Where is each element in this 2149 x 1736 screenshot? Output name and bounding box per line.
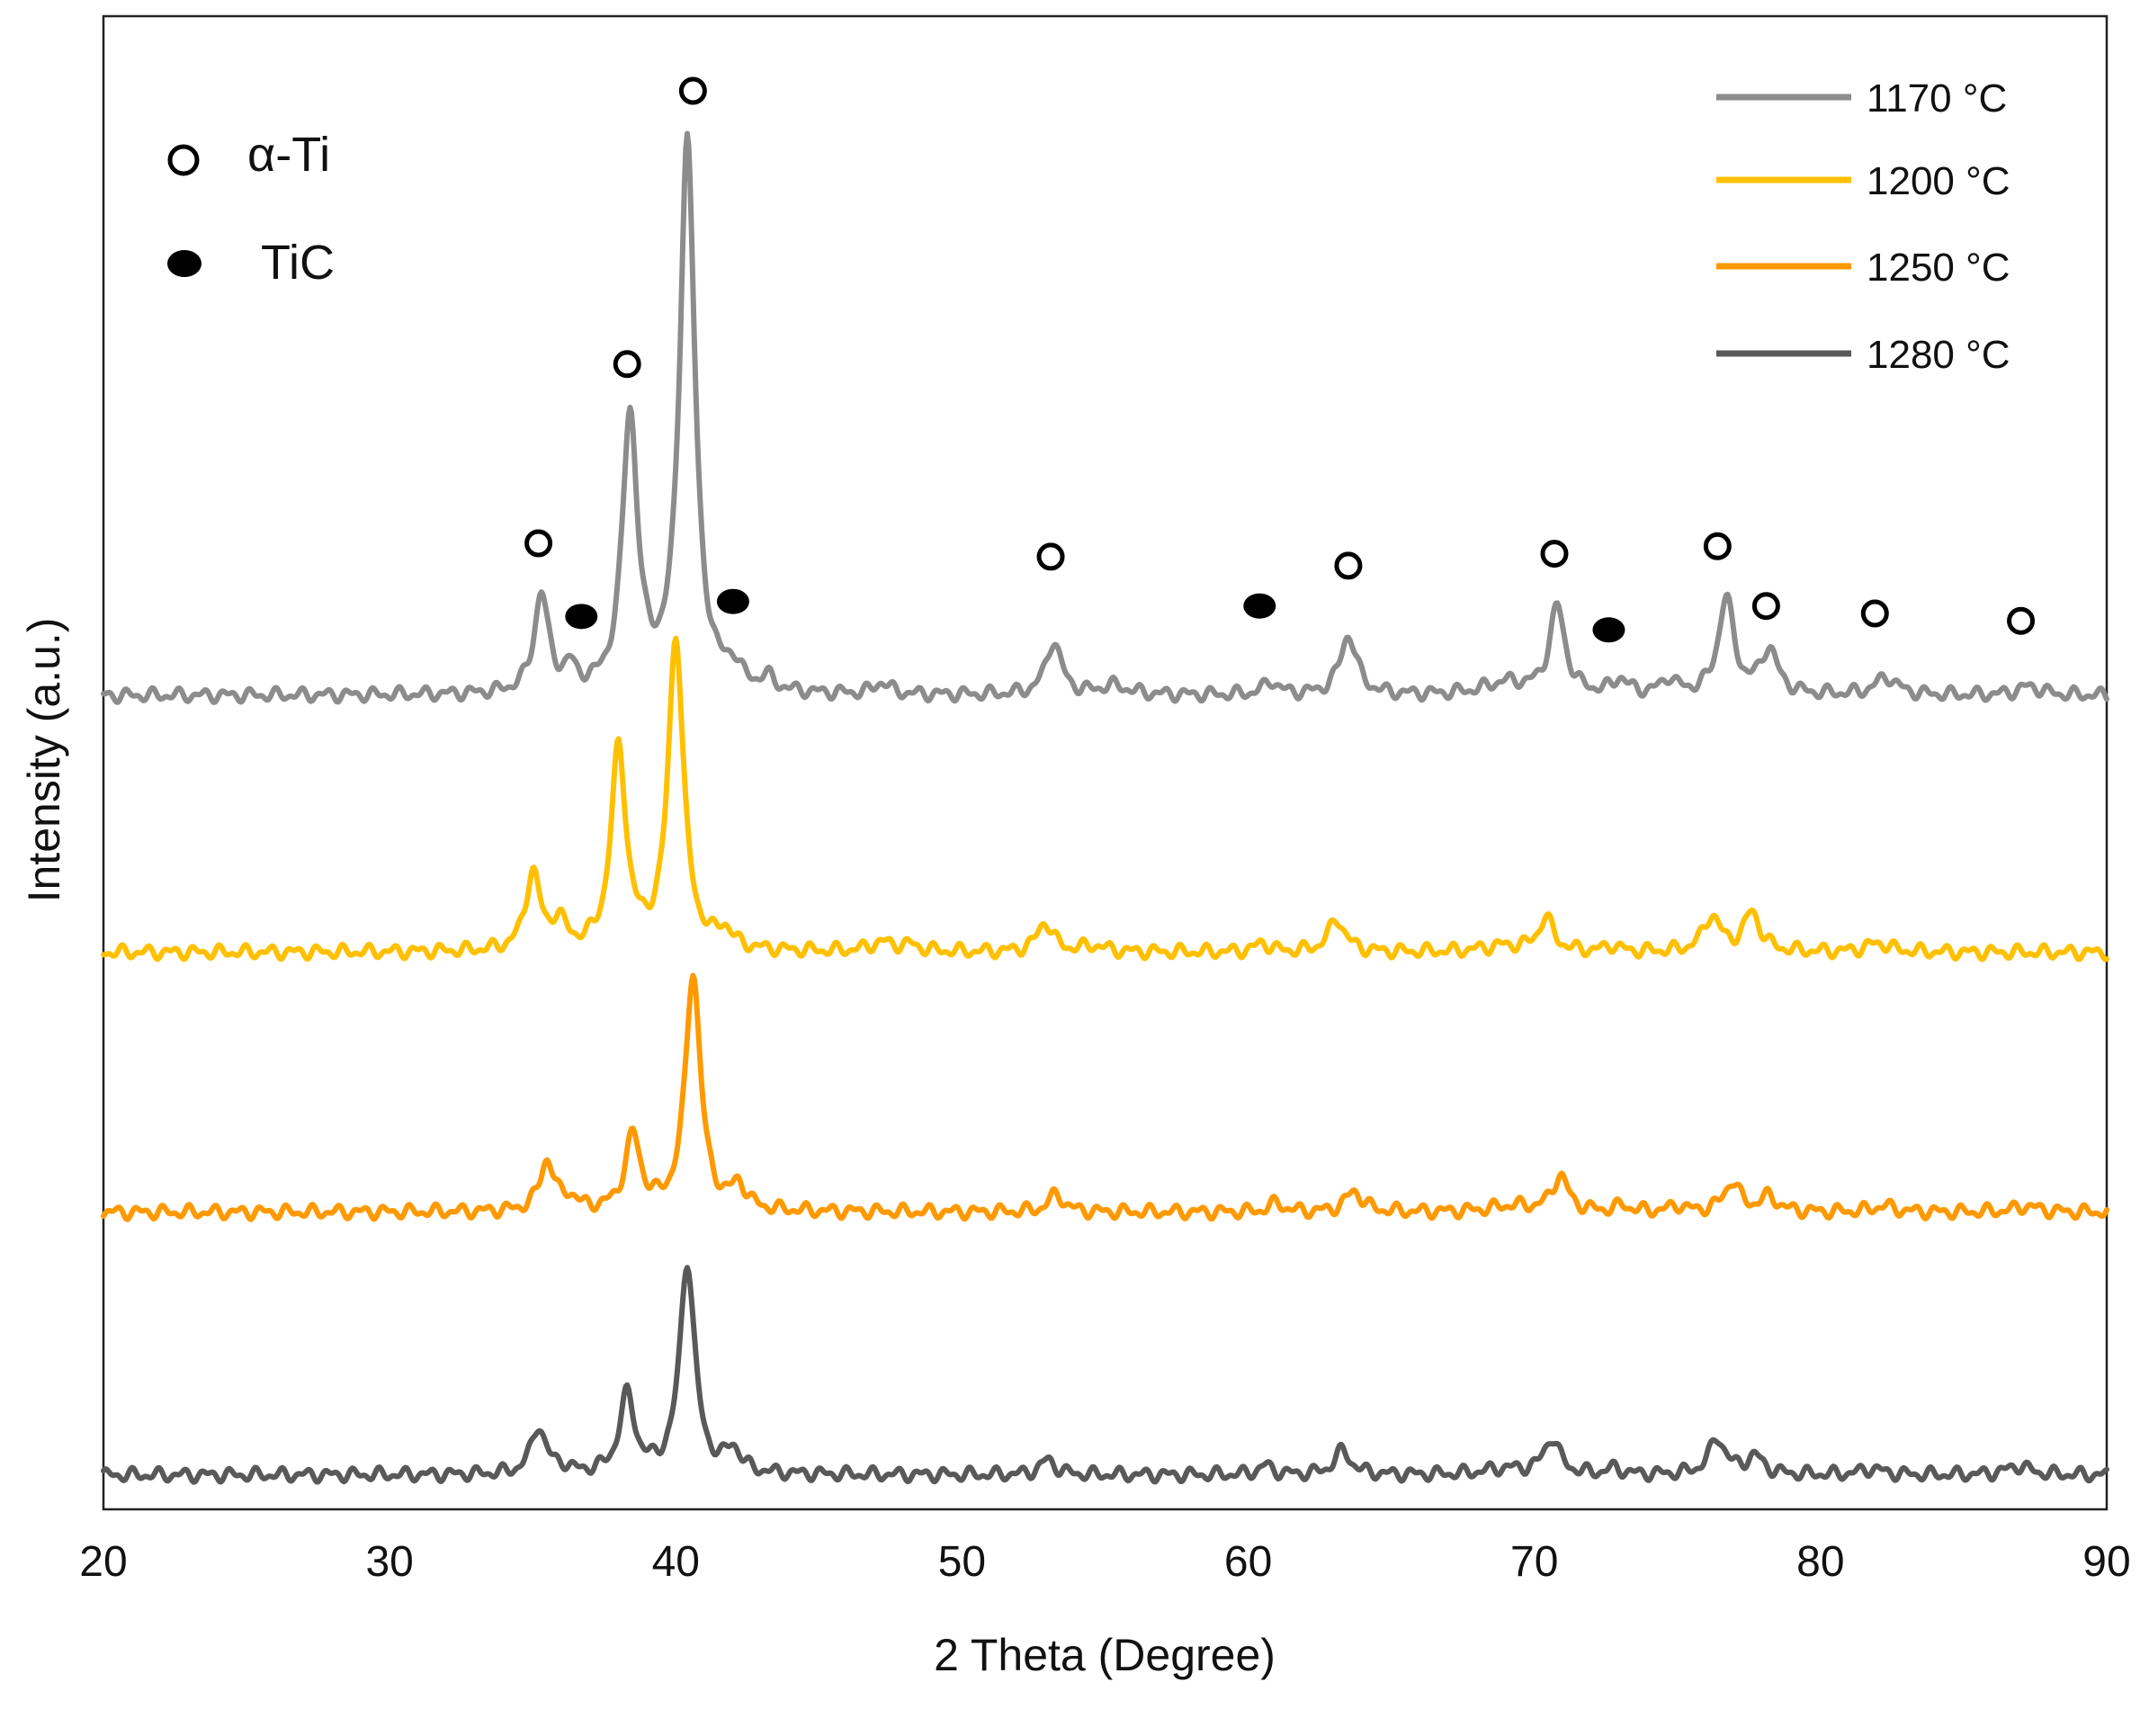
alpha-ti-legend-label: α-Ti [247, 128, 330, 182]
x-tick-label: 60 [1224, 1538, 1272, 1586]
alpha-ti-marker [1540, 540, 1569, 568]
alpha-ti-marker [2007, 606, 2036, 635]
series-line-1200 [101, 635, 2109, 962]
series-line-1280 [101, 1265, 2109, 1485]
x-axis-title: 2 Theta (Degree) [934, 1630, 1276, 1680]
x-tick-label: 70 [1510, 1538, 1558, 1586]
series-layer [101, 130, 2109, 1485]
series-line-1250 [101, 972, 2109, 1222]
legend-label-1200: 1200 °C [1867, 159, 2010, 203]
x-tick-label: 90 [2082, 1538, 2130, 1586]
x-tick-label: 20 [79, 1538, 127, 1586]
tic-legend-label: TiC [261, 236, 335, 290]
x-tick-label: 80 [1796, 1538, 1844, 1586]
plot-area-frame [102, 14, 2109, 1511]
phase-marker-layer [524, 76, 2036, 643]
tic-marker [716, 588, 749, 614]
x-tick-label: 30 [365, 1538, 413, 1586]
legend-label-1280: 1280 °C [1867, 333, 2010, 377]
x-axis-ticks: 20 30 40 50 60 70 80 90 [79, 1538, 2130, 1586]
alpha-ti-legend-symbol [167, 144, 200, 176]
alpha-ti-marker [1751, 592, 1780, 621]
tic-marker [1243, 593, 1276, 619]
alpha-ti-marker [524, 529, 553, 558]
tic-marker [565, 604, 598, 630]
y-axis-title: Intensity (a.u.) [19, 618, 69, 903]
alpha-ti-marker [613, 350, 641, 379]
alpha-ti-marker [678, 76, 707, 105]
series-line-1170 [101, 130, 2109, 705]
x-tick-label: 50 [938, 1538, 986, 1586]
alpha-ti-marker [1334, 551, 1363, 580]
legend-label-1170: 1170 °C [1867, 76, 2007, 121]
alpha-ti-marker [1703, 532, 1732, 560]
tic-legend-symbol [167, 250, 201, 277]
alpha-ti-marker [1860, 599, 1889, 628]
legend-label-1250: 1250 °C [1867, 246, 2010, 290]
tic-marker [1592, 617, 1625, 643]
alpha-ti-marker [1036, 542, 1065, 571]
series-legend: 1170 °C 1200 °C 1250 °C 1280 °C [1716, 76, 2010, 377]
phase-legend: α-Ti TiC [167, 128, 335, 290]
x-tick-label: 40 [652, 1538, 700, 1586]
